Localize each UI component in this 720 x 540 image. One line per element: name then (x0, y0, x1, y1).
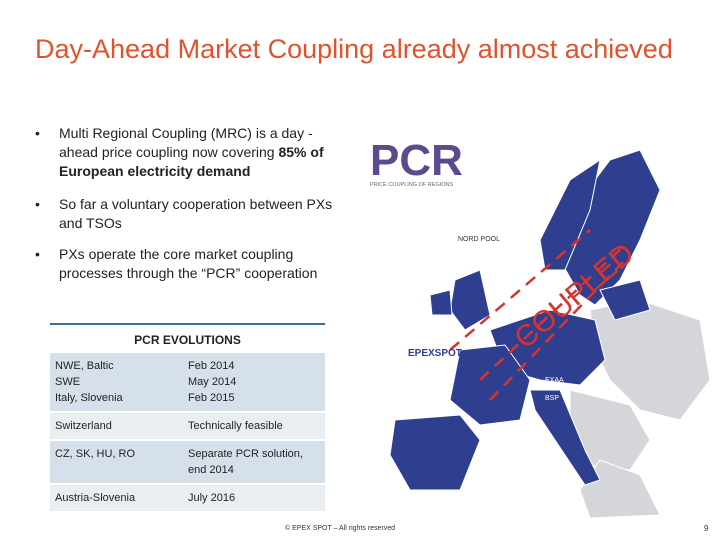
bullet: • Multi Regional Coupling (MRC) is a day … (35, 125, 324, 179)
map-label: OMIE (375, 395, 393, 402)
cell: July 2016 (183, 483, 325, 511)
coupled-countries (389, 149, 661, 491)
bullet-text: Multi Regional Coupling (MRC) is a day -… (59, 125, 313, 160)
bullet-bold: 85% of European electricity demand (59, 144, 324, 179)
cell: Feb 2014 May 2014 Feb 2015 (183, 351, 325, 412)
cell: Technically feasible (183, 411, 325, 440)
map-label: EXAA (545, 377, 564, 384)
map-label: NORD POOL (458, 236, 500, 243)
footer: © EPEX SPOT – All rights reserved (285, 525, 396, 532)
non-coupled-countries (569, 299, 710, 519)
bullet: • PXs operate the core market coupling pr… (35, 245, 345, 283)
evolution-table: PCR EVOLUTIONS NWE, Baltic SWE Italy, Sl… (50, 323, 325, 511)
map-label: BSP (545, 395, 559, 402)
table-title: PCR EVOLUTIONS (134, 333, 241, 347)
map-label: EPEXSPOT (408, 348, 462, 359)
bullet: • So far a voluntary cooperation between … (35, 195, 345, 233)
bullet-text: So far a voluntary cooperation between P… (59, 196, 333, 231)
table: NWE, Baltic SWE Italy, Slovenia Feb 2014 … (50, 351, 325, 511)
slide-title: Day-Ahead Market Coupling already almost… (35, 34, 673, 64)
cell: Switzerland (50, 411, 183, 440)
logo-subtitle: PRICE COUPLING OF REGIONS (370, 182, 453, 188)
europe-map: PCR PRICE COUPLING OF REGIONS COUPLED NO… (370, 136, 710, 519)
cell: NWE, Baltic SWE Italy, Slovenia (50, 351, 183, 412)
cell: CZ, SK, HU, RO (50, 439, 183, 484)
coupled-border (449, 229, 626, 401)
logo: PCR (370, 136, 463, 185)
page-number: 9 (704, 524, 709, 533)
cell: Austria-Slovenia (50, 483, 183, 511)
map-label: GME (520, 449, 536, 456)
bullet-text: PXs operate the core market coupling pro… (59, 246, 318, 281)
cell: Separate PCR solution, end 2014 (183, 439, 325, 484)
